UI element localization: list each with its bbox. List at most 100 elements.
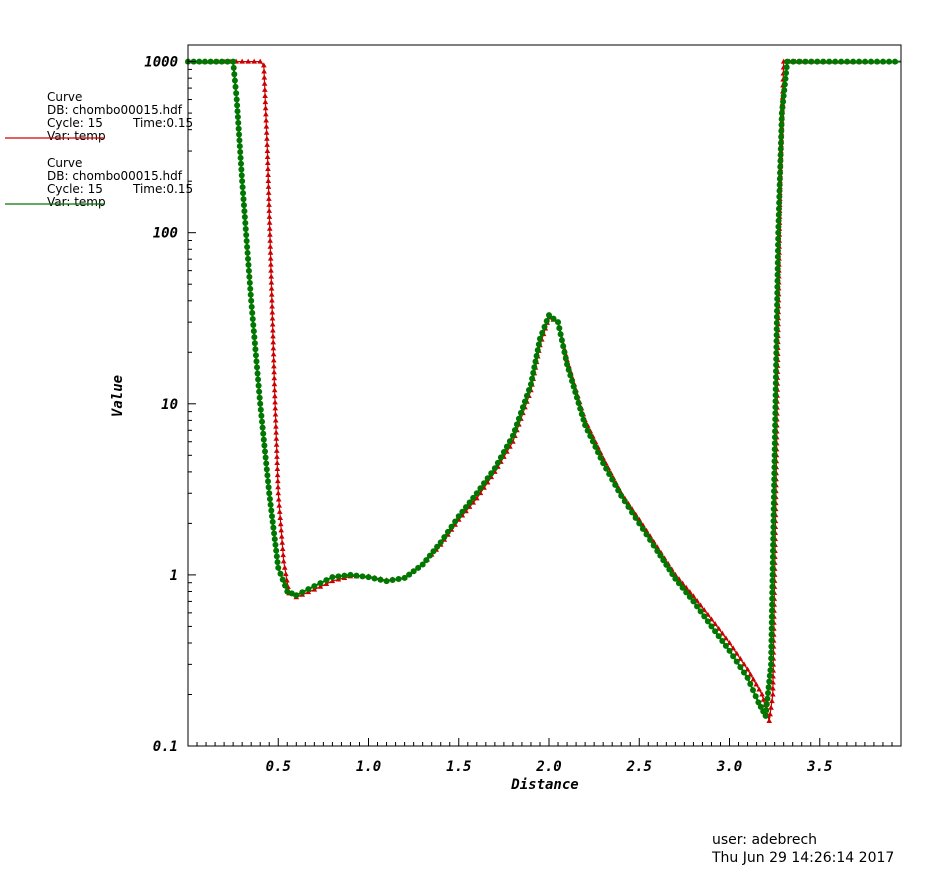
series-marker [769, 595, 776, 602]
series-marker [257, 400, 264, 407]
series-marker [260, 430, 267, 437]
series-marker [406, 571, 413, 578]
series-marker [546, 312, 553, 319]
series-marker [712, 628, 719, 635]
series-marker [245, 267, 252, 274]
series-marker [266, 195, 272, 201]
y-axis-label: Value [110, 375, 126, 417]
series-marker [444, 528, 451, 535]
series-marker [778, 122, 785, 129]
series-marker [239, 184, 246, 191]
series-marker [260, 436, 267, 443]
series-marker [773, 368, 780, 375]
series-marker [196, 58, 203, 65]
series-marker [268, 507, 275, 514]
series-marker [768, 655, 775, 662]
series-marker [774, 277, 781, 284]
series-marker [589, 438, 596, 445]
series-marker [265, 189, 272, 195]
series-marker [772, 380, 779, 387]
series-marker [264, 148, 271, 154]
series-marker [625, 503, 632, 510]
series-marker [770, 512, 777, 519]
series-marker [265, 484, 272, 491]
series-marker [270, 357, 277, 363]
series-marker [283, 571, 289, 577]
series-marker [769, 553, 776, 560]
series-marker [572, 389, 579, 396]
series-marker [774, 265, 781, 272]
series-marker [775, 235, 782, 242]
series-marker [323, 580, 330, 586]
series-marker [254, 364, 261, 371]
series-marker [582, 422, 589, 429]
series-marker [359, 573, 366, 580]
series-marker [654, 547, 661, 554]
series-marker [263, 129, 270, 135]
series-marker [246, 273, 253, 280]
series-marker [647, 536, 654, 543]
series-marker [256, 394, 263, 401]
series-marker [262, 92, 268, 98]
series-marker [341, 572, 348, 579]
series-marker [288, 590, 295, 597]
series-marker [245, 255, 252, 262]
series-marker [266, 490, 273, 497]
y-tick-label: 100 [153, 226, 178, 242]
series-marker [466, 499, 473, 506]
legend-1-var: Var: temp [47, 129, 106, 143]
series-marker [259, 424, 266, 431]
series-marker [773, 344, 780, 351]
legend-1-time: Time:0.15 [133, 116, 194, 130]
series-marker [265, 177, 272, 183]
series-marker [497, 454, 504, 461]
series-marker [771, 488, 778, 495]
series-marker [773, 331, 780, 338]
series-marker [850, 58, 857, 65]
series-marker [268, 291, 275, 297]
series-marker [237, 160, 244, 167]
series-2 [185, 58, 901, 720]
series-marker [257, 406, 264, 413]
series-marker [765, 684, 772, 691]
series-marker [261, 68, 267, 74]
series-marker [565, 366, 572, 373]
series-marker [261, 62, 267, 68]
series-marker [234, 102, 241, 109]
series-marker [580, 416, 587, 423]
y-tick-label: 10 [161, 397, 178, 413]
series-marker [247, 285, 254, 292]
series-marker [760, 696, 767, 702]
series-marker [773, 337, 780, 344]
series-marker [269, 297, 275, 303]
series-marker [575, 400, 582, 407]
footer-user: user: adebrech [712, 832, 818, 848]
series-marker [726, 639, 733, 645]
series-marker [832, 58, 839, 65]
series-marker [235, 125, 242, 132]
series-marker [272, 411, 279, 417]
series-marker [769, 547, 776, 554]
series-marker [778, 134, 785, 141]
series-marker [267, 249, 274, 255]
series-marker [218, 58, 225, 65]
series-marker [452, 518, 459, 525]
series-marker [311, 586, 318, 592]
series-marker [263, 117, 269, 123]
series-marker [275, 490, 282, 496]
series-marker [776, 193, 783, 200]
series-marker [534, 347, 541, 354]
legend-2-time: Time:0.15 [133, 182, 194, 196]
series-marker [606, 471, 613, 478]
series-marker [781, 81, 788, 88]
series-marker [268, 273, 275, 279]
series-marker [573, 394, 580, 401]
series-marker [780, 98, 787, 105]
series-marker [239, 58, 245, 64]
series-marker [774, 247, 781, 254]
series-marker [275, 478, 281, 484]
series-marker [377, 576, 384, 583]
series-marker [521, 398, 528, 405]
series-marker [856, 58, 863, 65]
series-marker [242, 220, 249, 227]
